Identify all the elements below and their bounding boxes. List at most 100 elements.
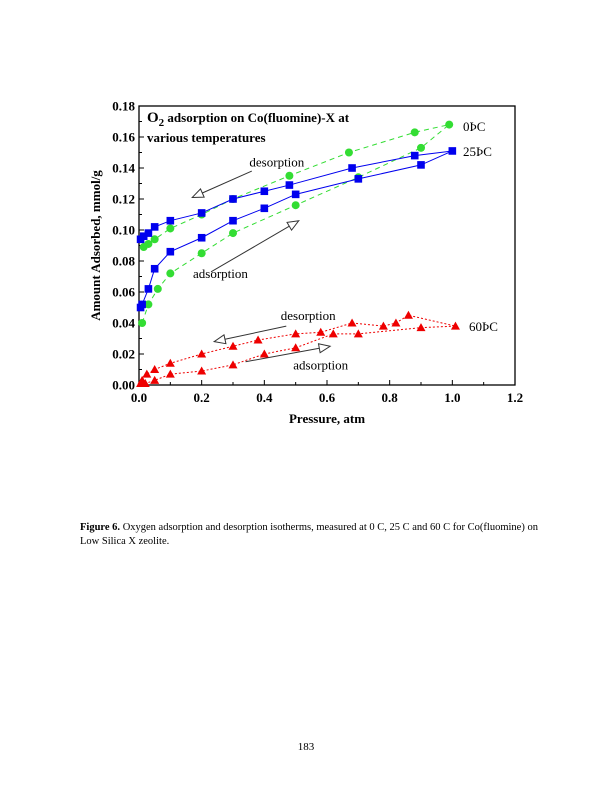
annotation-label: adsorption — [293, 358, 348, 373]
data-point — [139, 243, 148, 252]
data-point — [291, 201, 300, 210]
x-tick-label: 0.6 — [319, 390, 336, 405]
page-number: 183 — [297, 741, 315, 753]
arrow-head-icon — [286, 220, 300, 232]
y-tick-label: 0.00 — [112, 378, 135, 393]
y-tick-label: 0.14 — [112, 161, 135, 176]
data-point — [260, 187, 269, 196]
y-tick-label: 0.12 — [112, 192, 135, 207]
arrow-shaft — [245, 347, 320, 363]
chart-title-line2: various temperatures — [147, 130, 266, 145]
data-point — [417, 143, 425, 152]
data-point — [138, 319, 147, 327]
x-tick-label: 0.4 — [256, 390, 273, 405]
data-point — [291, 329, 301, 338]
data-point — [197, 349, 207, 358]
y-tick-label: 0.16 — [112, 130, 135, 145]
data-point — [166, 247, 175, 256]
data-point — [137, 375, 147, 384]
annotation-label: adsorption — [193, 266, 248, 281]
data-point — [291, 190, 300, 199]
y-tick-label: 0.18 — [112, 99, 135, 114]
figure-caption: Figure 6. Oxygen adsorption and desorpti… — [80, 521, 540, 549]
data-point — [150, 235, 159, 244]
data-point — [353, 329, 363, 338]
data-point — [348, 164, 356, 172]
data-point — [260, 204, 269, 213]
data-point — [144, 285, 153, 293]
data-point — [150, 365, 160, 373]
data-point — [197, 366, 207, 375]
x-tick-label: 1.0 — [444, 390, 460, 405]
data-point — [197, 209, 206, 217]
arrow-shaft — [202, 170, 253, 194]
data-point — [253, 335, 263, 344]
x-tick-label: 1.2 — [507, 390, 523, 405]
data-point — [165, 358, 175, 367]
data-point — [347, 318, 357, 327]
data-point — [150, 264, 159, 273]
data-point — [142, 369, 152, 378]
arrow-head-icon — [317, 343, 332, 354]
data-point — [166, 269, 175, 278]
data-point — [228, 360, 238, 369]
data-point — [417, 161, 425, 169]
data-point — [391, 318, 401, 327]
data-point — [259, 349, 269, 358]
x-tick-label: 0.8 — [382, 390, 399, 405]
arrow-shaft — [210, 225, 290, 273]
data-point — [150, 223, 159, 231]
legend-label: 0ÞC — [463, 119, 485, 134]
arrow-shaft — [224, 325, 287, 340]
y-tick-label: 0.08 — [112, 254, 135, 269]
data-point — [228, 341, 238, 350]
data-point — [229, 195, 237, 203]
data-point — [144, 229, 153, 237]
y-axis-label: Amount Adsorbed, mmol/g — [88, 170, 103, 321]
data-point — [316, 327, 326, 336]
caption-text: Oxygen adsorption and desorption isother… — [80, 522, 538, 547]
data-point — [229, 229, 237, 238]
data-point — [285, 171, 294, 180]
y-tick-label: 0.02 — [112, 347, 135, 362]
data-point — [153, 284, 162, 293]
annotation-label: desorption — [249, 154, 304, 169]
x-tick-label: 0.2 — [194, 390, 210, 405]
data-point — [344, 148, 353, 157]
data-point — [328, 329, 338, 338]
data-point — [410, 151, 419, 160]
y-tick-label: 0.06 — [112, 285, 135, 300]
data-point — [410, 128, 419, 137]
data-point — [136, 235, 145, 244]
data-point — [197, 249, 206, 258]
legend-label: 60ÞC — [469, 319, 498, 334]
chart-title: O2 adsorption on Co(fluomine)-X at — [147, 110, 350, 129]
data-point — [416, 323, 426, 332]
data-point — [229, 216, 237, 225]
data-point — [378, 321, 388, 330]
data-point — [285, 181, 294, 189]
data-point — [354, 175, 363, 183]
data-point — [166, 224, 175, 233]
data-point — [445, 120, 454, 129]
data-point — [448, 147, 457, 155]
series-line-1 — [140, 150, 453, 308]
arrow-head-icon — [191, 187, 205, 198]
y-tick-label: 0.10 — [112, 223, 135, 238]
data-point — [403, 310, 413, 319]
data-point — [166, 216, 175, 225]
data-point — [138, 300, 146, 309]
data-point — [165, 369, 175, 378]
data-point — [291, 343, 301, 352]
data-point — [450, 321, 460, 330]
x-axis-label: Pressure, atm — [289, 411, 365, 426]
legend-label: 25ÞC — [463, 144, 492, 159]
x-tick-label: 0.0 — [131, 390, 147, 405]
data-point — [197, 233, 206, 242]
y-tick-label: 0.04 — [112, 316, 135, 331]
arrow-head-icon — [212, 334, 227, 345]
plot-frame — [138, 105, 516, 386]
annotation-label: desorption — [281, 308, 336, 323]
data-point — [150, 375, 160, 384]
